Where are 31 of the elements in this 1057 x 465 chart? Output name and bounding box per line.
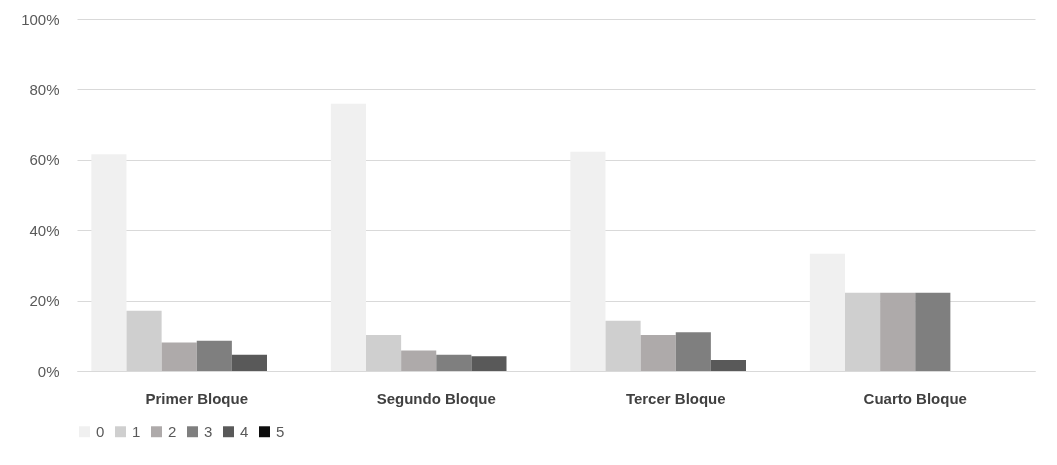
bar <box>330 103 366 371</box>
legend-label: 2 <box>168 422 177 440</box>
y-tick-label: 0% <box>37 362 60 380</box>
y-tick-label: 80% <box>29 80 60 98</box>
bar <box>91 154 127 371</box>
bar <box>401 350 437 371</box>
bar <box>710 360 746 371</box>
y-tick-label: 60% <box>29 151 60 169</box>
y-tick-label: 40% <box>29 221 60 239</box>
legend-label: 4 <box>240 422 249 440</box>
legend-label: 1 <box>132 422 141 440</box>
bar <box>231 354 267 371</box>
bar <box>161 342 197 371</box>
bar <box>471 356 507 371</box>
bar <box>915 292 951 371</box>
legend-label: 0 <box>96 422 105 440</box>
legend-label: 5 <box>276 422 285 440</box>
y-tick-label: 20% <box>29 292 60 310</box>
bar <box>196 340 232 371</box>
bar <box>809 253 845 371</box>
bar <box>570 151 606 371</box>
x-tick-label: Segundo Bloque <box>376 389 496 407</box>
x-tick-label: Primer Bloque <box>145 389 249 407</box>
x-tick-label: Tercer Bloque <box>625 389 726 407</box>
legend-label: 3 <box>204 422 213 440</box>
bar <box>675 332 711 371</box>
y-tick-label: 100% <box>21 10 60 28</box>
bar <box>640 335 676 371</box>
x-tick-label: Cuarto Bloque <box>863 389 967 407</box>
bar <box>880 292 916 371</box>
bar <box>436 354 472 371</box>
